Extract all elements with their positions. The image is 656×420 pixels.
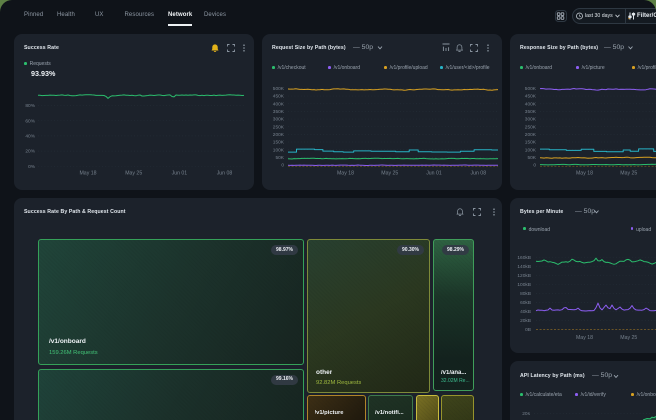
svg-text:100K: 100K bbox=[273, 147, 285, 153]
svg-text:400K: 400K bbox=[525, 101, 537, 107]
svg-text:20kB: 20kB bbox=[520, 318, 531, 324]
svg-text:200K: 200K bbox=[273, 132, 285, 138]
svg-text:160kB: 160kB bbox=[517, 255, 531, 261]
svg-text:Jun 08: Jun 08 bbox=[471, 171, 487, 177]
svg-text:40kB: 40kB bbox=[520, 309, 531, 315]
svg-text:20%: 20% bbox=[25, 149, 35, 155]
svg-text:50K: 50K bbox=[527, 155, 536, 161]
svg-text:May 25: May 25 bbox=[620, 171, 637, 177]
svg-text:Jun 08: Jun 08 bbox=[217, 171, 233, 177]
svg-text:150K: 150K bbox=[525, 140, 537, 146]
svg-text:May 18: May 18 bbox=[576, 171, 593, 177]
svg-text:0B: 0B bbox=[525, 327, 531, 333]
svg-text:500K: 500K bbox=[525, 86, 537, 92]
svg-text:250K: 250K bbox=[525, 124, 537, 130]
svg-text:400K: 400K bbox=[273, 101, 285, 107]
svg-text:Jun 01: Jun 01 bbox=[172, 171, 188, 177]
svg-text:200K: 200K bbox=[525, 132, 537, 138]
svg-text:0: 0 bbox=[533, 163, 536, 169]
svg-text:0%: 0% bbox=[28, 164, 36, 170]
svg-text:100K: 100K bbox=[525, 147, 537, 153]
svg-text:50K: 50K bbox=[275, 155, 284, 161]
svg-text:May 18: May 18 bbox=[337, 171, 354, 177]
svg-text:120kB: 120kB bbox=[517, 273, 531, 279]
svg-text:80kB: 80kB bbox=[520, 291, 531, 297]
svg-text:20s: 20s bbox=[522, 411, 530, 417]
svg-text:500K: 500K bbox=[273, 86, 285, 92]
svg-text:60kB: 60kB bbox=[520, 300, 531, 306]
svg-text:80%: 80% bbox=[25, 103, 35, 109]
svg-text:140kB: 140kB bbox=[517, 264, 531, 270]
svg-text:May 18: May 18 bbox=[576, 335, 593, 341]
svg-text:May 25: May 25 bbox=[620, 335, 637, 341]
svg-text:350K: 350K bbox=[273, 109, 285, 115]
svg-text:300K: 300K bbox=[273, 117, 285, 123]
svg-text:350K: 350K bbox=[525, 109, 537, 115]
svg-text:450K: 450K bbox=[525, 94, 537, 100]
svg-text:150K: 150K bbox=[273, 140, 285, 146]
svg-text:450K: 450K bbox=[273, 94, 285, 100]
svg-text:300K: 300K bbox=[525, 117, 537, 123]
svg-text:Jun 01: Jun 01 bbox=[426, 171, 442, 177]
svg-text:100kB: 100kB bbox=[517, 282, 531, 288]
svg-text:May 25: May 25 bbox=[381, 171, 398, 177]
svg-text:May 25: May 25 bbox=[125, 171, 142, 177]
svg-text:40%: 40% bbox=[25, 134, 35, 140]
svg-text:250K: 250K bbox=[273, 124, 285, 130]
svg-text:0: 0 bbox=[281, 163, 284, 169]
svg-text:May 18: May 18 bbox=[79, 171, 96, 177]
svg-text:60%: 60% bbox=[25, 118, 35, 124]
